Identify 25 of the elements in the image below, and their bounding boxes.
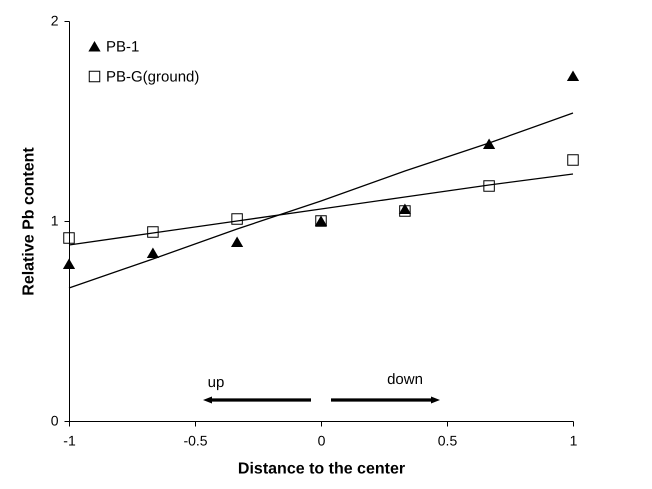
point bbox=[483, 180, 495, 192]
y-tick-label: 1 bbox=[50, 212, 59, 228]
point bbox=[231, 213, 243, 225]
y-tick-label: 0 bbox=[50, 412, 59, 428]
legend-label: PB-G(ground) bbox=[106, 68, 200, 86]
point bbox=[399, 205, 411, 217]
x-tick-label: 0 bbox=[318, 432, 326, 448]
y-axis-title: Relative Pb content bbox=[20, 146, 38, 296]
x-tick-label: -1 bbox=[63, 432, 76, 448]
annotation: down bbox=[387, 371, 423, 388]
x-tick-label: 0.5 bbox=[438, 432, 458, 448]
legend-label: PB-1 bbox=[106, 38, 140, 56]
annotation: up bbox=[208, 374, 224, 391]
x-tick-label: 1 bbox=[570, 432, 578, 448]
point bbox=[567, 154, 579, 166]
point bbox=[147, 248, 159, 258]
point bbox=[399, 204, 411, 214]
point bbox=[63, 232, 75, 244]
point bbox=[147, 226, 159, 238]
x-axis-title: Distance to the center bbox=[238, 460, 406, 478]
point bbox=[567, 70, 579, 82]
y-tick-label: 2 bbox=[50, 12, 59, 28]
x-tick-label: -0.5 bbox=[183, 432, 208, 448]
point bbox=[231, 236, 243, 248]
point bbox=[63, 258, 75, 270]
